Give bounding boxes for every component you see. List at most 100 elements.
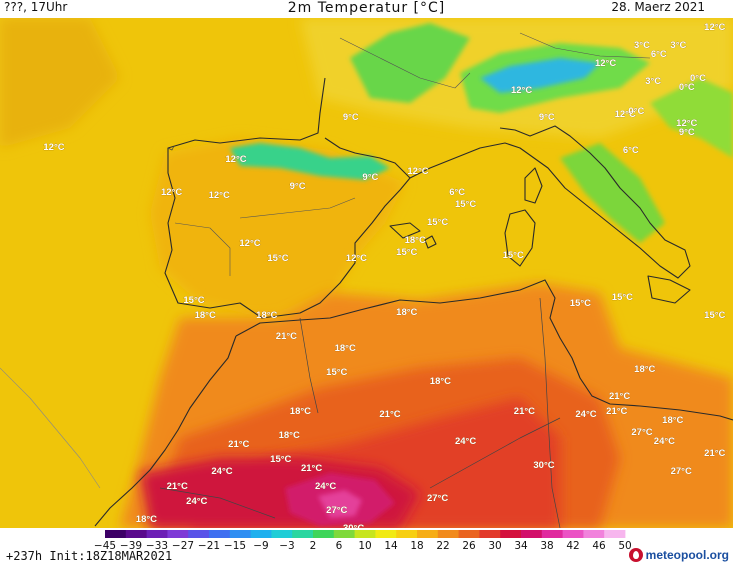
temperature-label: 21°C	[609, 391, 630, 402]
colorbar-tick-label: −45	[94, 540, 116, 550]
temperature-label: 12°C	[704, 22, 725, 33]
temperature-label: 27°C	[671, 466, 692, 477]
temperature-label: 18°C	[136, 514, 157, 525]
colorbar-tick-label: 34	[514, 540, 528, 550]
temperature-label: 15°C	[183, 295, 204, 306]
colorbar-segment	[250, 530, 272, 538]
colorbar-segment	[209, 530, 231, 538]
temperature-label: 21°C	[379, 409, 400, 420]
temperature-label: 21°C	[606, 406, 627, 417]
temperature-label: 15°C	[326, 367, 347, 378]
temperature-label: 12°C	[676, 118, 697, 129]
temperature-label: 12°C	[43, 142, 64, 153]
colorbar-tick-label: −39	[120, 540, 142, 550]
temperature-label: 9°C	[362, 172, 378, 183]
temperature-label: 0°C	[690, 73, 706, 84]
colorbar-tick-label: 26	[462, 540, 476, 550]
colorbar-segment	[562, 530, 584, 538]
temperature-colorbar: −45 −39 −33 −27 −21 −15 −9 −3 2 6 10 14 18 22 26 30 34 38…	[94, 530, 632, 550]
colorbar-segment	[188, 530, 210, 538]
colorbar-segment	[437, 530, 459, 538]
colorbar-segment	[541, 530, 563, 538]
colorbar-tick-label: 18	[410, 540, 423, 550]
temperature-label: 21°C	[167, 481, 188, 492]
temperature-label: 12°C	[511, 85, 532, 96]
temperature-label: 0°C	[679, 82, 695, 93]
temperature-label: 12°C	[161, 187, 182, 198]
colorbar-tick-label: 38	[540, 540, 553, 550]
colorbar-segment	[521, 530, 543, 538]
temperature-label: 12°C	[346, 253, 367, 264]
temperature-label: 18°C	[430, 376, 451, 387]
temperature-label: 15°C	[612, 292, 633, 303]
temperature-label: 12°C	[225, 154, 246, 165]
colorbar-tick-label: −27	[172, 540, 194, 550]
temperature-label: 3°C	[645, 76, 661, 87]
colorbar-tick-label: 22	[436, 540, 449, 550]
colorbar-segment	[271, 530, 293, 538]
map-title: 2m Temperatur [°C]	[287, 0, 446, 16]
temperature-label: 21°C	[228, 439, 249, 450]
temperature-labels: 9°C12°C9°C12°C12°C12°C3°C6°C3°C3°C0°C0°C…	[43, 22, 726, 528]
meteopool-logo-text: meteopool.org	[645, 548, 729, 562]
temperature-label: 18°C	[290, 406, 311, 417]
colorbar-tick-label: 14	[384, 540, 398, 550]
temperature-map: 9°C12°C9°C12°C12°C12°C3°C6°C3°C3°C0°C0°C…	[0, 18, 733, 528]
temperature-label: 3°C	[634, 40, 650, 51]
meteopool-logo[interactable]: meteopool.org	[628, 546, 729, 564]
temperature-label: 15°C	[396, 247, 417, 258]
header-valid-time: ???, 17Uhr	[4, 0, 68, 14]
colorbar-tick-label: −33	[146, 540, 168, 550]
temperature-label: 15°C	[427, 217, 448, 228]
temperature-label: 18°C	[195, 310, 216, 321]
colorbar-segment	[375, 530, 397, 538]
temperature-label: 18°C	[634, 364, 655, 375]
colorbar-tick-label: −21	[198, 540, 220, 550]
temperature-label: 9°C	[290, 181, 306, 192]
colorbar-segment	[105, 530, 127, 538]
temperature-label: 12°C	[615, 109, 636, 120]
colorbar-segment	[417, 530, 439, 538]
temperature-label: 3°C	[670, 40, 686, 51]
temperature-label: 15°C	[270, 454, 291, 465]
meteopool-logo-icon	[628, 548, 643, 562]
temperature-label: 27°C	[326, 505, 347, 516]
colorbar-tick-label: 42	[566, 540, 579, 550]
temperature-label: 6°C	[651, 49, 667, 60]
colorbar-segment	[292, 530, 314, 538]
colorbar-segment	[125, 530, 147, 538]
colorbar-segment	[583, 530, 605, 538]
temperature-label: 9°C	[539, 112, 555, 123]
colorbar-tick-label: 2	[310, 540, 317, 550]
temperature-label: 21°C	[276, 331, 297, 342]
colorbar-tick-label: 46	[592, 540, 606, 550]
temperature-label: 18°C	[256, 310, 277, 321]
temperature-label: 15°C	[704, 310, 725, 321]
temperature-label: 30°C	[533, 460, 554, 471]
temperature-label: 18°C	[335, 343, 356, 354]
model-run-info: +237h Init:18Z18MAR2021	[6, 549, 173, 563]
colorbar-segment	[229, 530, 251, 538]
colorbar-tick-label: 6	[336, 540, 343, 550]
temperature-label: 12°C	[595, 58, 616, 69]
temperature-label: 18°C	[396, 307, 417, 318]
temperature-label: 30°C	[343, 523, 364, 528]
temperature-label: 24°C	[211, 466, 232, 477]
temperature-label: 21°C	[704, 448, 725, 459]
temperature-label: 18°C	[405, 235, 426, 246]
colorbar-segment	[146, 530, 168, 538]
colorbar-segment	[500, 530, 522, 538]
temperature-label: 21°C	[514, 406, 535, 417]
colorbar-segment	[167, 530, 189, 538]
colorbar-segment	[354, 530, 376, 538]
temperature-label: 21°C	[301, 463, 322, 474]
temperature-label: 24°C	[186, 496, 207, 507]
temperature-label: 15°C	[503, 250, 524, 261]
colorbar-segment	[313, 530, 335, 538]
temperature-label: 9°C	[343, 112, 359, 123]
temperature-label: 12°C	[209, 190, 230, 201]
temperature-label: 0°C	[628, 106, 644, 117]
colorbar-segment	[604, 530, 626, 538]
temperature-field	[0, 18, 733, 528]
